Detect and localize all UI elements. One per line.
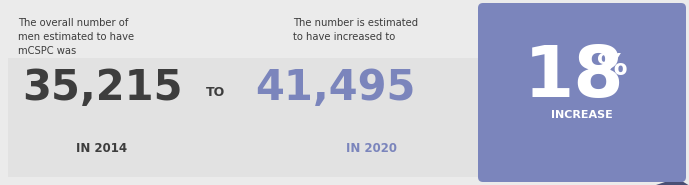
Text: The number is estimated
to have increased to: The number is estimated to have increase…	[293, 18, 418, 42]
Text: The overall number of
men estimated to have
mCSPC was: The overall number of men estimated to h…	[18, 18, 134, 56]
Polygon shape	[8, 58, 663, 177]
Text: %: %	[597, 52, 628, 81]
Text: IN 2020: IN 2020	[347, 142, 398, 154]
Text: 35,215: 35,215	[22, 67, 183, 109]
Text: TO: TO	[205, 85, 225, 98]
Text: IN 2014: IN 2014	[76, 142, 127, 154]
Text: 41,495: 41,495	[255, 67, 415, 109]
Text: INCREASE: INCREASE	[551, 110, 613, 120]
FancyBboxPatch shape	[478, 3, 686, 182]
Text: 18: 18	[524, 43, 625, 112]
Polygon shape	[653, 178, 689, 185]
